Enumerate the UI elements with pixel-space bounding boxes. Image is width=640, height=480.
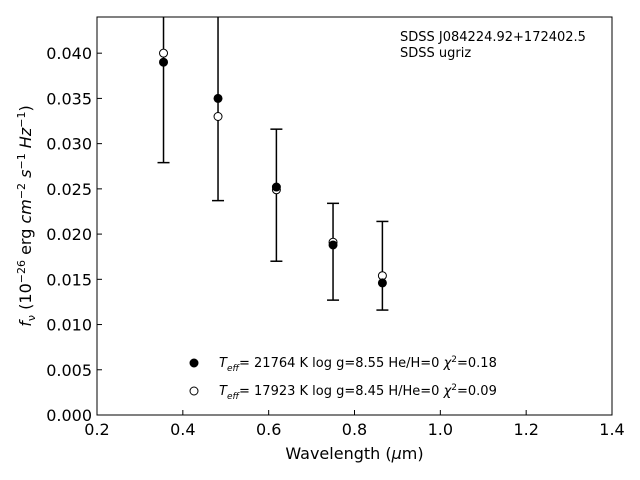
y-axis-label: fν (10−26 erg cm−2 s−1 Hz−1) bbox=[15, 105, 38, 326]
y-tick-label: 0.030 bbox=[46, 135, 92, 154]
y-tick-label: 0.010 bbox=[46, 316, 92, 335]
observed-point-filled bbox=[328, 240, 338, 250]
observed-point-filled bbox=[159, 57, 169, 67]
legend-entry: Teff= 21764 K log g=8.55 He/H=0 χ2=0.18 bbox=[219, 355, 497, 374]
legend-marker bbox=[189, 358, 199, 368]
observed-point-filled bbox=[377, 278, 387, 288]
x-tick-label: 0.4 bbox=[170, 420, 195, 439]
y-tick-label: 0.040 bbox=[46, 44, 92, 63]
model-point-open bbox=[159, 48, 169, 58]
x-axis-label: Wavelength (μm) bbox=[285, 444, 423, 463]
observed-point-filled bbox=[213, 93, 223, 103]
model-point-open bbox=[213, 112, 223, 121]
y-tick-label: 0.000 bbox=[46, 406, 92, 425]
x-tick-label: 1.0 bbox=[428, 420, 453, 439]
filter-set-annotation: SDSS ugriz bbox=[400, 46, 471, 61]
legend: Teff= 21764 K log g=8.55 He/H=0 χ2=0.18 T… bbox=[189, 355, 497, 402]
observed-point-filled bbox=[271, 182, 281, 192]
legend-entry: Teff= 17923 K log g=8.45 H/He=0 χ2=0.09 bbox=[219, 383, 497, 402]
y-tick-label: 0.005 bbox=[46, 361, 92, 380]
x-tick-label: 1.4 bbox=[599, 420, 624, 439]
x-tick-label: 0.6 bbox=[256, 420, 281, 439]
y-tick-label: 0.025 bbox=[46, 180, 92, 199]
x-tick-label: 0.2 bbox=[84, 420, 109, 439]
y-tick-label: 0.020 bbox=[46, 225, 92, 244]
object-name-annotation: SDSS J084224.92+172402.5 bbox=[400, 30, 586, 45]
x-tick-label: 1.2 bbox=[513, 420, 538, 439]
x-tick-label: 0.8 bbox=[342, 420, 367, 439]
legend-marker bbox=[189, 386, 199, 396]
y-tick-label: 0.035 bbox=[46, 89, 92, 108]
y-tick-label: 0.015 bbox=[46, 270, 92, 289]
